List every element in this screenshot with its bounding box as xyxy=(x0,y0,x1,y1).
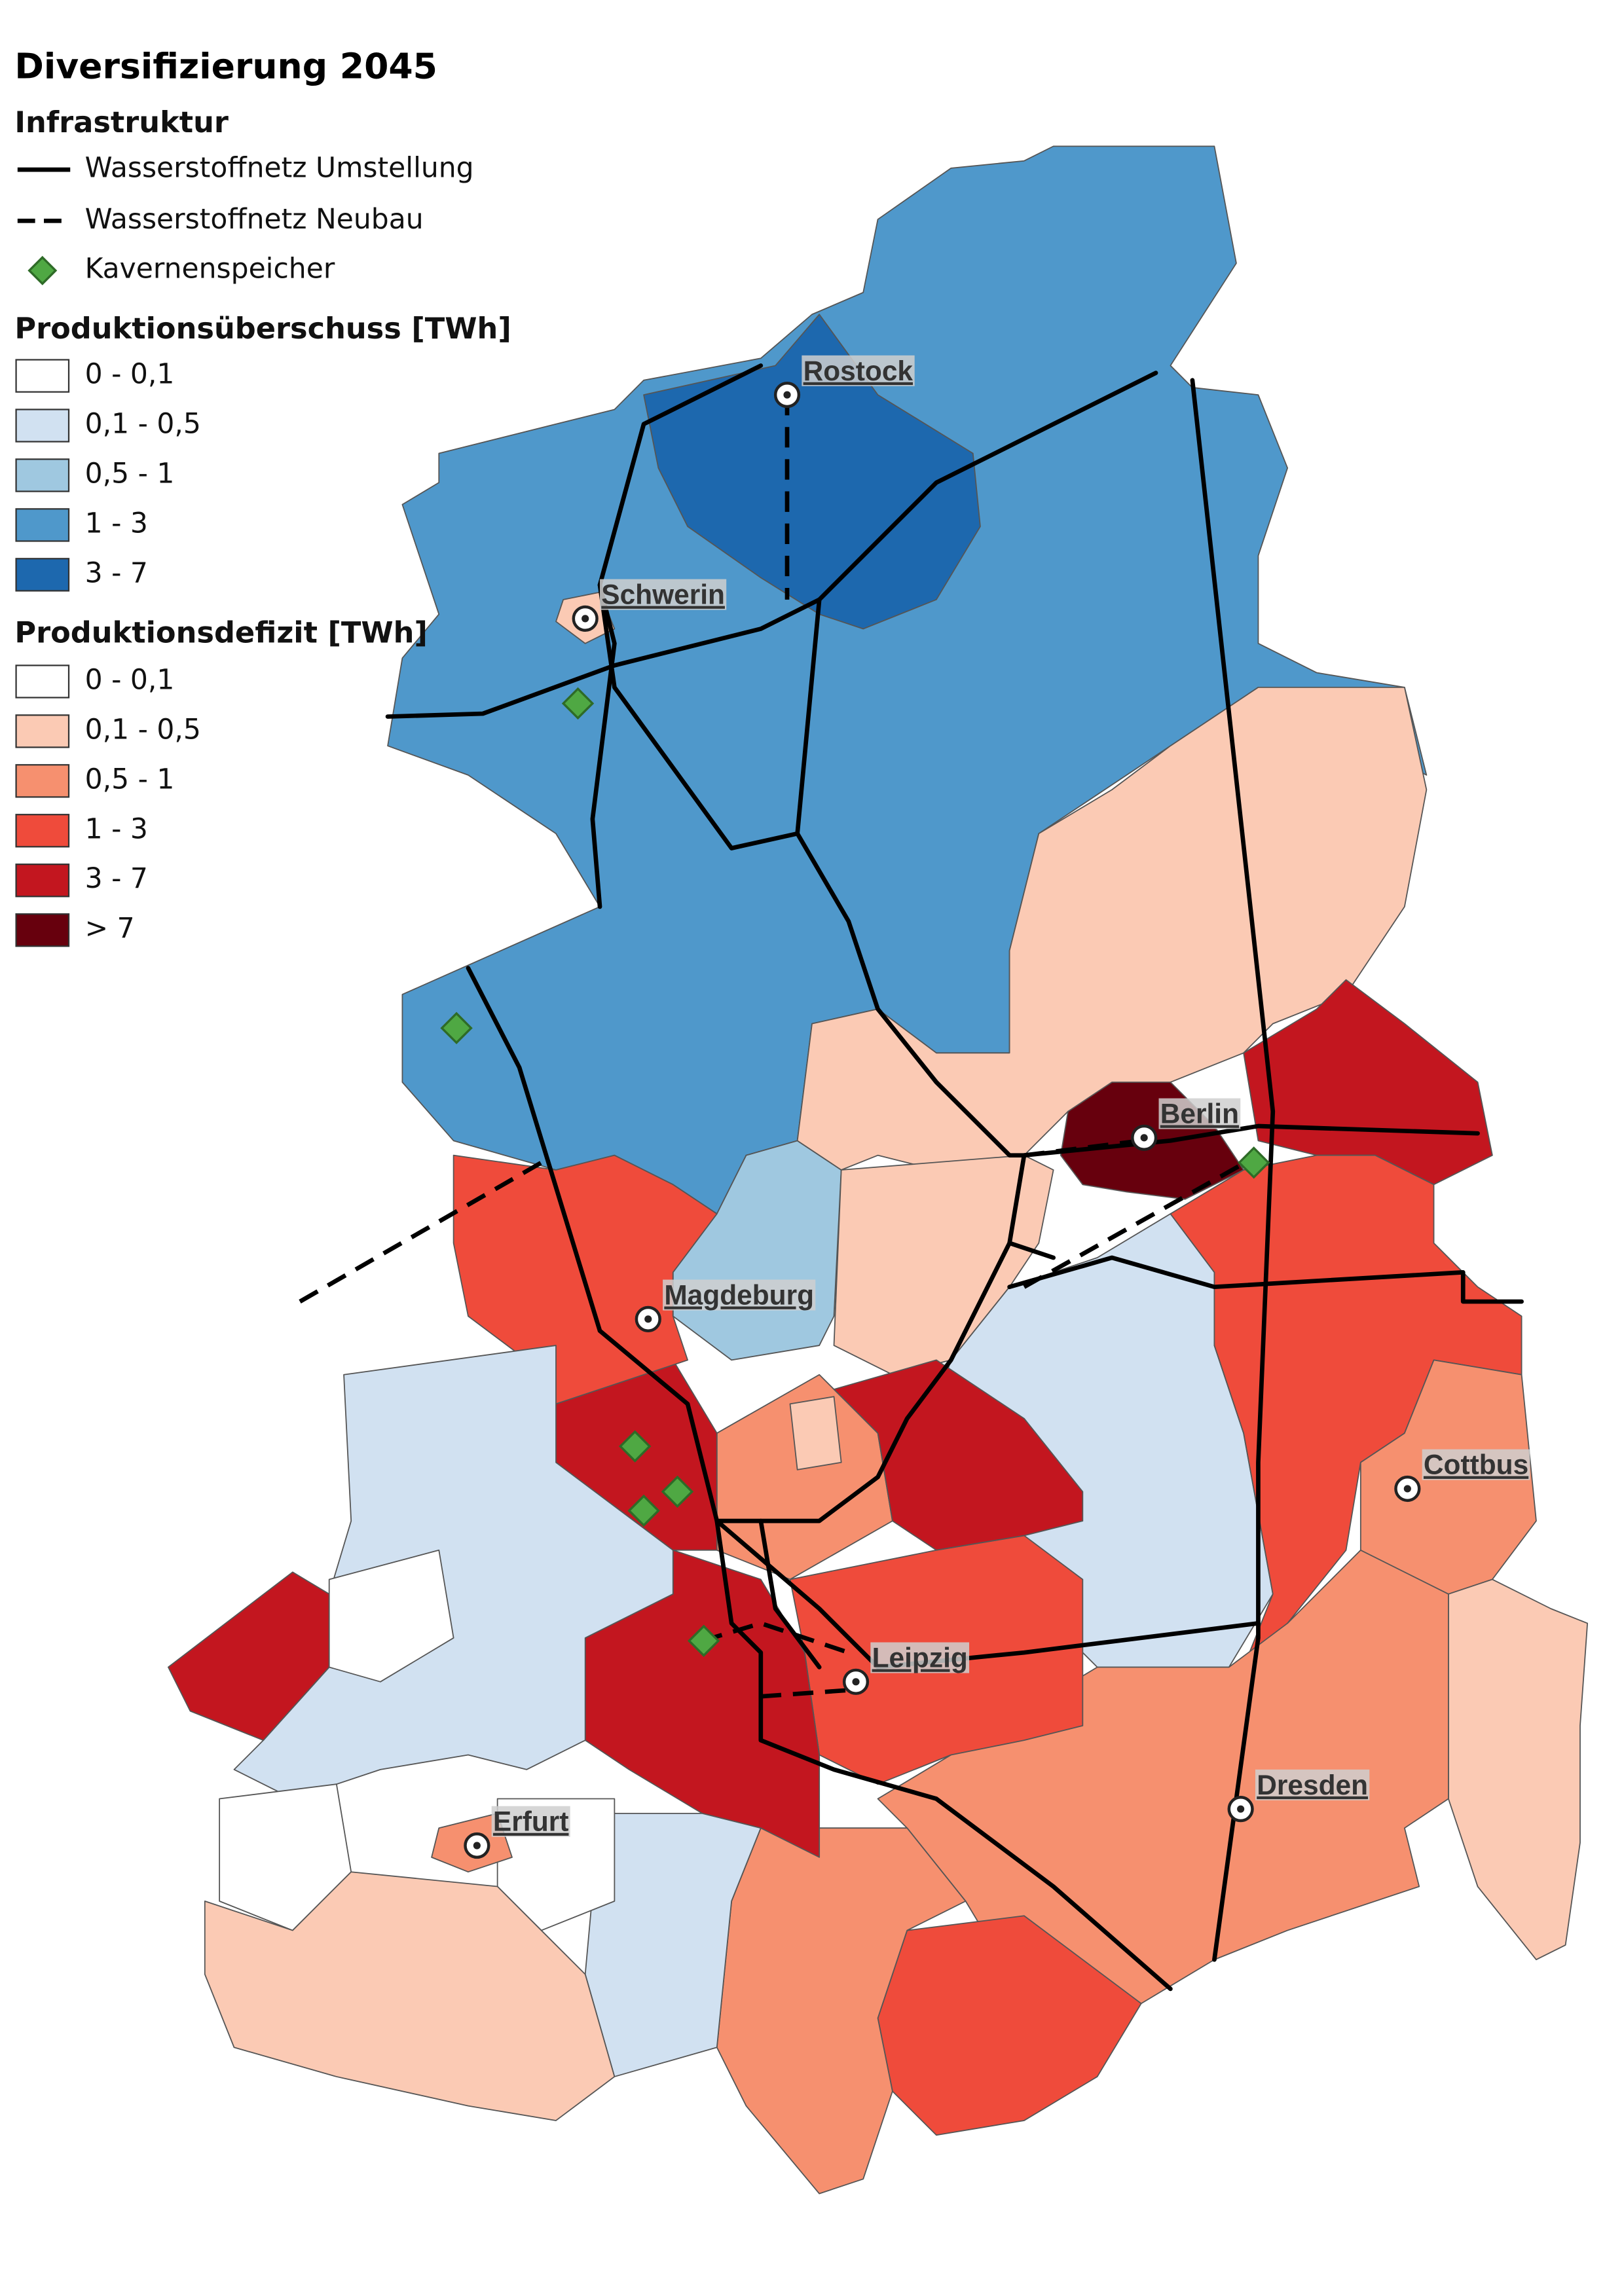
region xyxy=(833,1359,1084,1551)
region xyxy=(328,1549,454,1683)
legend-swatch xyxy=(15,409,70,443)
pipeline-conversion xyxy=(466,966,1173,1992)
city-label: Schwerin xyxy=(601,579,725,610)
region xyxy=(789,1396,842,1470)
city-label: Dresden xyxy=(1257,1770,1368,1800)
city-label-background xyxy=(600,579,727,610)
legend-item: > 7 xyxy=(85,913,135,945)
city-marker-dot xyxy=(1140,1134,1148,1142)
legend-swatch xyxy=(15,864,70,898)
city-label-background xyxy=(1422,1449,1530,1480)
city: Magdeburg xyxy=(635,1279,816,1332)
pipeline-conversion xyxy=(1190,378,1276,1962)
storage-sites xyxy=(440,687,1270,1657)
legend-item: 0,1 - 0,5 xyxy=(85,409,201,441)
legend-swatch xyxy=(15,814,70,848)
city-marker-dot xyxy=(1237,1805,1245,1813)
legend-item: 0 - 0,1 xyxy=(85,359,175,391)
legend-item: Wasserstoffnetz Neubau xyxy=(85,204,424,236)
city-label: Berlin xyxy=(1160,1099,1239,1129)
city-marker-dot xyxy=(644,1315,652,1323)
city: Schwerin xyxy=(572,579,727,632)
pipeline-conversion xyxy=(1007,1241,1056,1260)
city-label-background xyxy=(1255,1769,1370,1800)
city-label-background xyxy=(491,1806,570,1837)
city: Cottbus xyxy=(1394,1449,1530,1503)
legend-heading: Produktionsdefizit [TWh] xyxy=(14,615,428,649)
legend-heading: Produktionsüberschuss [TWh] xyxy=(14,312,511,346)
legend-swatch xyxy=(15,508,70,542)
legend-item: 3 - 7 xyxy=(85,557,148,589)
legend-item: 0,1 - 0,5 xyxy=(85,714,201,746)
region xyxy=(643,314,981,630)
regions xyxy=(168,145,1589,2195)
city: Dresden xyxy=(1227,1769,1370,1823)
city-label-background xyxy=(870,1642,970,1673)
legend-item: 0,5 - 1 xyxy=(85,458,175,490)
city-label: Cottbus xyxy=(1424,1449,1528,1480)
pipeline-conversion xyxy=(597,583,822,850)
cavern-storage xyxy=(440,1011,473,1045)
city-marker-dot xyxy=(852,1678,860,1686)
legend-swatch xyxy=(15,458,70,492)
map-title: Diversifizierung 2045 xyxy=(14,46,437,87)
city-marker-dot xyxy=(581,615,589,623)
city: Leipzig xyxy=(842,1642,970,1695)
pipeline-conversion xyxy=(590,363,764,909)
city-label-background xyxy=(663,1279,816,1311)
legend-item: 1 - 3 xyxy=(85,813,148,845)
pipeline-new xyxy=(1023,1153,1260,1289)
city-label: Magdeburg xyxy=(664,1280,814,1311)
legend-item: 1 - 3 xyxy=(85,507,148,539)
legend-item: Kavernenspeicher xyxy=(85,253,335,285)
legend-swatch xyxy=(15,665,70,699)
cavern-storage xyxy=(687,1624,720,1657)
cavern-storage xyxy=(561,687,595,720)
region xyxy=(1447,1578,1589,1961)
city-label-background xyxy=(1158,1098,1241,1129)
city-label: Rostock xyxy=(803,355,913,386)
legend-swatch xyxy=(15,558,70,592)
city: Berlin xyxy=(1131,1098,1241,1151)
pipeline-new xyxy=(701,1621,849,1655)
legend-swatch xyxy=(15,359,70,393)
legend-item: 3 - 7 xyxy=(85,863,148,895)
legend-swatch xyxy=(15,913,70,947)
city-marker-dot xyxy=(473,1842,481,1850)
city-label: Erfurt xyxy=(493,1806,569,1837)
legend-item: 0 - 0,1 xyxy=(85,664,175,696)
pipeline-conversion xyxy=(385,371,1158,719)
cavern-storage xyxy=(618,1430,652,1463)
cavern-storage xyxy=(627,1494,660,1527)
city-marker-dot xyxy=(1403,1485,1411,1493)
city-label: Leipzig xyxy=(872,1643,968,1673)
pipeline-new xyxy=(1024,1139,1142,1157)
city-label-background xyxy=(802,355,915,386)
city-marker-dot xyxy=(783,391,791,399)
pipeline-conversion xyxy=(714,831,1027,1523)
pipeline-conversion xyxy=(758,1518,822,1669)
cavern-storage xyxy=(28,255,58,285)
pipeline-conversion xyxy=(1007,1255,1524,1304)
city: Erfurt xyxy=(464,1806,570,1859)
cities: Rostock Schwerin Magdeburg Berlin Cottbus Lei… xyxy=(464,355,1530,1859)
cavern-storage xyxy=(661,1475,694,1508)
pipeline-new xyxy=(760,1686,864,1699)
cavern-storage xyxy=(1238,1146,1270,1179)
legend-heading: Infrastruktur xyxy=(14,105,229,139)
legend-swatch xyxy=(15,714,70,748)
region xyxy=(204,1871,616,2121)
legend: Diversifizierung 2045 Infrastruktur Wasse… xyxy=(14,46,511,947)
legend-item: Wasserstoffnetz Umstellung xyxy=(85,153,474,185)
legend-swatch xyxy=(15,764,70,798)
city: Rostock xyxy=(773,355,915,409)
pipeline-new xyxy=(299,1160,543,1303)
legend-item: 0,5 - 1 xyxy=(85,763,175,795)
